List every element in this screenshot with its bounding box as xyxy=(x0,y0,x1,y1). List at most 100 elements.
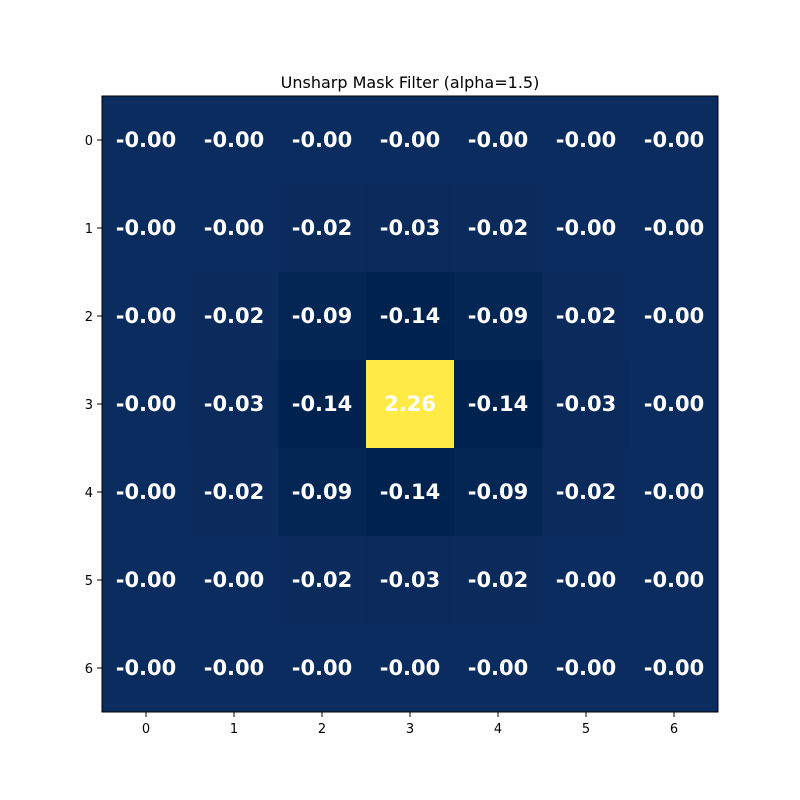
heatmap-cell-r6-c0 xyxy=(102,624,191,713)
cell-value-label: -0.14 xyxy=(292,392,353,416)
heatmap-cell-r6-c4 xyxy=(454,624,543,713)
cell-value-labels: -0.00 -0.00 -0.00 -0.00 -0.00 -0.00 -0.00 -0.00… xyxy=(116,128,705,680)
heatmap-cell-r0-c5 xyxy=(542,96,631,185)
heatmap-cell-r4-c4 xyxy=(454,448,543,537)
y-axis: 0 1 2 3 4 5 6 xyxy=(85,134,102,677)
heatmap-cell-r3-c1 xyxy=(190,360,279,449)
heatmap-cell-r1-c4 xyxy=(454,184,543,273)
heatmap-cell-r1-c2 xyxy=(278,184,367,273)
cell-value-label: -0.00 xyxy=(644,128,705,152)
heatmap-cell-r5-c4 xyxy=(454,536,543,625)
heatmap-cell-r2-c1 xyxy=(190,272,279,361)
cell-value-label: -0.00 xyxy=(556,216,617,240)
x-axis: 0 1 2 3 4 5 6 xyxy=(142,712,678,737)
y-tick-label: 4 xyxy=(85,486,93,501)
cell-value-label: -0.00 xyxy=(204,568,265,592)
cell-value-label: -0.00 xyxy=(380,128,441,152)
heatmap-cell-r2-c3 xyxy=(366,272,455,361)
cell-value-label: -0.00 xyxy=(116,304,177,328)
cell-value-label: -0.00 xyxy=(204,656,265,680)
heatmap-cell-r1-c6 xyxy=(630,184,719,273)
heatmap-cell-r0-c1 xyxy=(190,96,279,185)
cell-value-label: -0.00 xyxy=(116,216,177,240)
cell-value-label: -0.00 xyxy=(556,656,617,680)
cell-value-label: -0.00 xyxy=(116,656,177,680)
heatmap-cell-r3-c5 xyxy=(542,360,631,449)
cell-value-label: -0.00 xyxy=(116,128,177,152)
heatmap-cell-r5-c0 xyxy=(102,536,191,625)
heatmap-cell-r6-c3 xyxy=(366,624,455,713)
cell-value-label: -0.00 xyxy=(116,480,177,504)
cell-value-label: -0.02 xyxy=(556,480,617,504)
x-tick-label: 1 xyxy=(230,722,238,737)
heatmap-cell-r5-c5 xyxy=(542,536,631,625)
heatmap-cell-r6-c6 xyxy=(630,624,719,713)
cell-value-label: -0.02 xyxy=(468,216,529,240)
cell-value-label: -0.00 xyxy=(556,128,617,152)
y-tick-label: 0 xyxy=(85,134,93,149)
heatmap-cell-r2-c4 xyxy=(454,272,543,361)
heatmap-cell-r1-c3 xyxy=(366,184,455,273)
cell-value-label: -0.00 xyxy=(556,568,617,592)
cell-value-label: -0.00 xyxy=(380,656,441,680)
cell-value-label: -0.02 xyxy=(204,304,265,328)
heatmap-cell-r2-c5 xyxy=(542,272,631,361)
cell-value-label: -0.00 xyxy=(644,480,705,504)
chart-title: Unsharp Mask Filter (alpha=1.5) xyxy=(281,73,540,92)
heatmap-cell-r0-c3 xyxy=(366,96,455,185)
heatmap-cell-r5-c6 xyxy=(630,536,719,625)
cell-value-label: -0.00 xyxy=(468,656,529,680)
cell-value-label: -0.03 xyxy=(556,392,617,416)
heatmap-cell-r0-c2 xyxy=(278,96,367,185)
heatmap-cell-r3-c2 xyxy=(278,360,367,449)
heatmap-cell-r2-c0 xyxy=(102,272,191,361)
heatmap-cell-r5-c3 xyxy=(366,536,455,625)
heatmap-cell-r3-c0 xyxy=(102,360,191,449)
heatmap-cell-r5-c1 xyxy=(190,536,279,625)
heatmap-cell-r0-c6 xyxy=(630,96,719,185)
cell-value-label: -0.00 xyxy=(204,216,265,240)
cell-value-label: -0.09 xyxy=(292,304,353,328)
cell-value-label: -0.09 xyxy=(468,480,529,504)
x-tick-label: 2 xyxy=(318,722,326,737)
cell-value-label: -0.00 xyxy=(292,128,353,152)
heatmap-cell-r6-c5 xyxy=(542,624,631,713)
cell-value-label: -0.02 xyxy=(468,568,529,592)
heatmap-cell-r4-c6 xyxy=(630,448,719,537)
cell-value-label: -0.02 xyxy=(292,216,353,240)
cell-value-label: -0.14 xyxy=(380,304,441,328)
heatmap-cell-r1-c1 xyxy=(190,184,279,273)
cell-value-label: -0.14 xyxy=(468,392,529,416)
heatmap-cell-r4-c5 xyxy=(542,448,631,537)
heatmap-cell-r2-c6 xyxy=(630,272,719,361)
cell-value-label: -0.00 xyxy=(204,128,265,152)
cell-value-label: -0.00 xyxy=(116,392,177,416)
cell-value-label: -0.03 xyxy=(380,216,441,240)
cell-value-label: -0.09 xyxy=(292,480,353,504)
heatmap-cell-r5-c2 xyxy=(278,536,367,625)
heatmap-cell-r1-c5 xyxy=(542,184,631,273)
cell-value-label: -0.00 xyxy=(644,656,705,680)
x-tick-label: 3 xyxy=(406,722,414,737)
cell-value-label: -0.03 xyxy=(380,568,441,592)
cell-value-label: -0.00 xyxy=(292,656,353,680)
heatmap-cell-r4-c1 xyxy=(190,448,279,537)
cell-value-label: -0.00 xyxy=(468,128,529,152)
cell-value-label: -0.00 xyxy=(644,216,705,240)
y-tick-label: 6 xyxy=(85,662,93,677)
cell-value-label: 2.26 xyxy=(384,392,436,416)
y-tick-label: 1 xyxy=(85,222,93,237)
heatmap-cell-r0-c4 xyxy=(454,96,543,185)
heatmap-cell-r4-c2 xyxy=(278,448,367,537)
x-tick-label: 6 xyxy=(670,722,678,737)
x-tick-label: 0 xyxy=(142,722,150,737)
cell-value-label: -0.09 xyxy=(468,304,529,328)
cell-value-label: -0.03 xyxy=(204,392,265,416)
y-tick-label: 3 xyxy=(85,398,93,413)
cell-value-label: -0.00 xyxy=(644,392,705,416)
cell-value-label: -0.02 xyxy=(556,304,617,328)
y-tick-label: 2 xyxy=(85,310,93,325)
heatmap-cell-r1-c0 xyxy=(102,184,191,273)
heatmap-cell-r6-c1 xyxy=(190,624,279,713)
